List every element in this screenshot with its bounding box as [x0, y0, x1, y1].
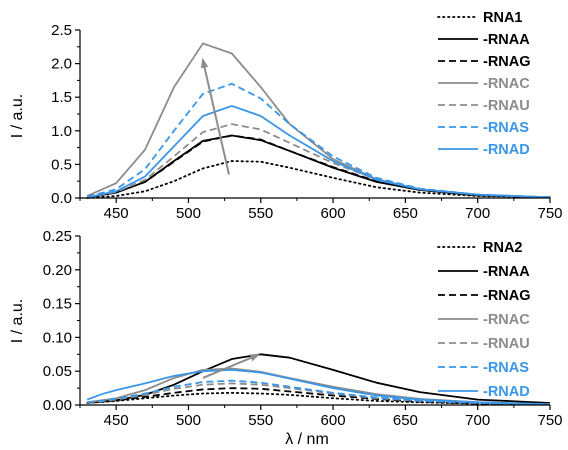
- panel1-y-tick-label: 2.0: [51, 56, 72, 73]
- panel2-legend-label: -RNAS: [483, 360, 529, 376]
- panel1-x-tick-label: 600: [321, 205, 346, 222]
- panel1-y-axis-title: I / a.u.: [9, 94, 26, 138]
- panel2-legend-label: -RNAG: [483, 288, 531, 304]
- panel1-y-tick-label: 0.0: [51, 190, 72, 207]
- panel2-x-tick-label: 450: [104, 412, 129, 429]
- panel1-y-tick-label: 1.5: [51, 89, 72, 106]
- panel1-y-tick-label: 1.0: [51, 123, 72, 140]
- panel2-legend-label: -RNAC: [483, 312, 530, 328]
- panel1-x-tick-label: 500: [176, 205, 201, 222]
- panel1-legend-label: -RNAU: [483, 98, 530, 114]
- panel1-series-rnas-line: [87, 82, 551, 199]
- panel2-x-tick-label: 750: [537, 412, 562, 429]
- panel2-y-axis-title: I / a.u.: [9, 299, 26, 343]
- panel2-series-rnad-line: [86, 368, 551, 406]
- panel1-x-tick-label: 750: [537, 205, 562, 222]
- panel2-y-tick-label: 0.10: [43, 329, 72, 346]
- panel1-legend-label: -RNAC: [483, 76, 530, 92]
- panel1-x-tick-label: 650: [393, 205, 418, 222]
- panel1-x-tick-label: 450: [104, 205, 129, 222]
- panel2-legend-label: -RNAA: [483, 264, 530, 280]
- panel1-legend-label: -RNAA: [483, 32, 530, 48]
- panel1-legend-label: -RNAS: [483, 120, 529, 136]
- panel2-x-tick-label: 650: [393, 412, 418, 429]
- panel1-series-rna1-line: [86, 160, 551, 199]
- panel2-y-tick-label: 0.25: [43, 228, 72, 245]
- panel2-y-tick-label: 0.00: [43, 397, 72, 414]
- panel2-legend-label: -RNAU: [483, 336, 530, 352]
- panel2-y-tick-label: 0.05: [43, 363, 72, 380]
- panel2-y-tick-label: 0.20: [43, 262, 72, 279]
- panel2-x-tick-label: 700: [465, 412, 490, 429]
- panel2-x-tick-label: 500: [176, 412, 201, 429]
- panel2-series-rnas-line: [87, 379, 551, 406]
- panel1-series-rnad-line: [87, 105, 551, 199]
- panel2-legend-label: -RNAD: [483, 384, 530, 400]
- panel1-trend-arrow: [200, 57, 230, 175]
- panel1-legend-label: -RNAG: [483, 54, 531, 70]
- panel2-legend-label: RNA2: [483, 240, 522, 256]
- panel1-y-tick-label: 0.5: [51, 156, 72, 173]
- panel1-y-tick-label: 2.5: [51, 22, 72, 39]
- panel2-x-axis-title: λ / nm: [285, 431, 329, 448]
- panel1-x-tick-label: 700: [465, 205, 490, 222]
- panel2-trend-arrow: [202, 354, 261, 379]
- panel2-x-tick-label: 600: [321, 412, 346, 429]
- panel1-legend-label: -RNAD: [483, 142, 530, 158]
- panel1-legend-label: RNA1: [483, 10, 522, 26]
- panel1-x-tick-label: 550: [248, 205, 273, 222]
- panel2-x-tick-label: 550: [248, 412, 273, 429]
- panel2-y-tick-label: 0.15: [43, 296, 72, 313]
